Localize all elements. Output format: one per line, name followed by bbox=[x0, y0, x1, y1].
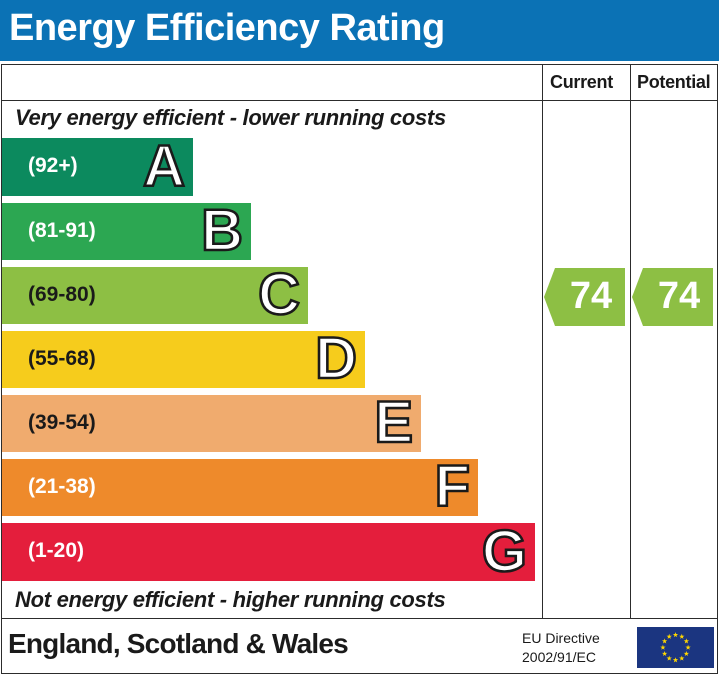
svg-text:74: 74 bbox=[658, 275, 700, 317]
svg-text:E: E bbox=[374, 395, 413, 452]
svg-text:C: C bbox=[258, 267, 300, 324]
svg-text:74: 74 bbox=[570, 275, 612, 317]
svg-text:D: D bbox=[315, 331, 357, 388]
svg-text:G: G bbox=[482, 523, 527, 581]
svg-text:F: F bbox=[435, 459, 470, 516]
svg-text:A: A bbox=[143, 138, 185, 196]
svg-text:B: B bbox=[201, 203, 243, 260]
